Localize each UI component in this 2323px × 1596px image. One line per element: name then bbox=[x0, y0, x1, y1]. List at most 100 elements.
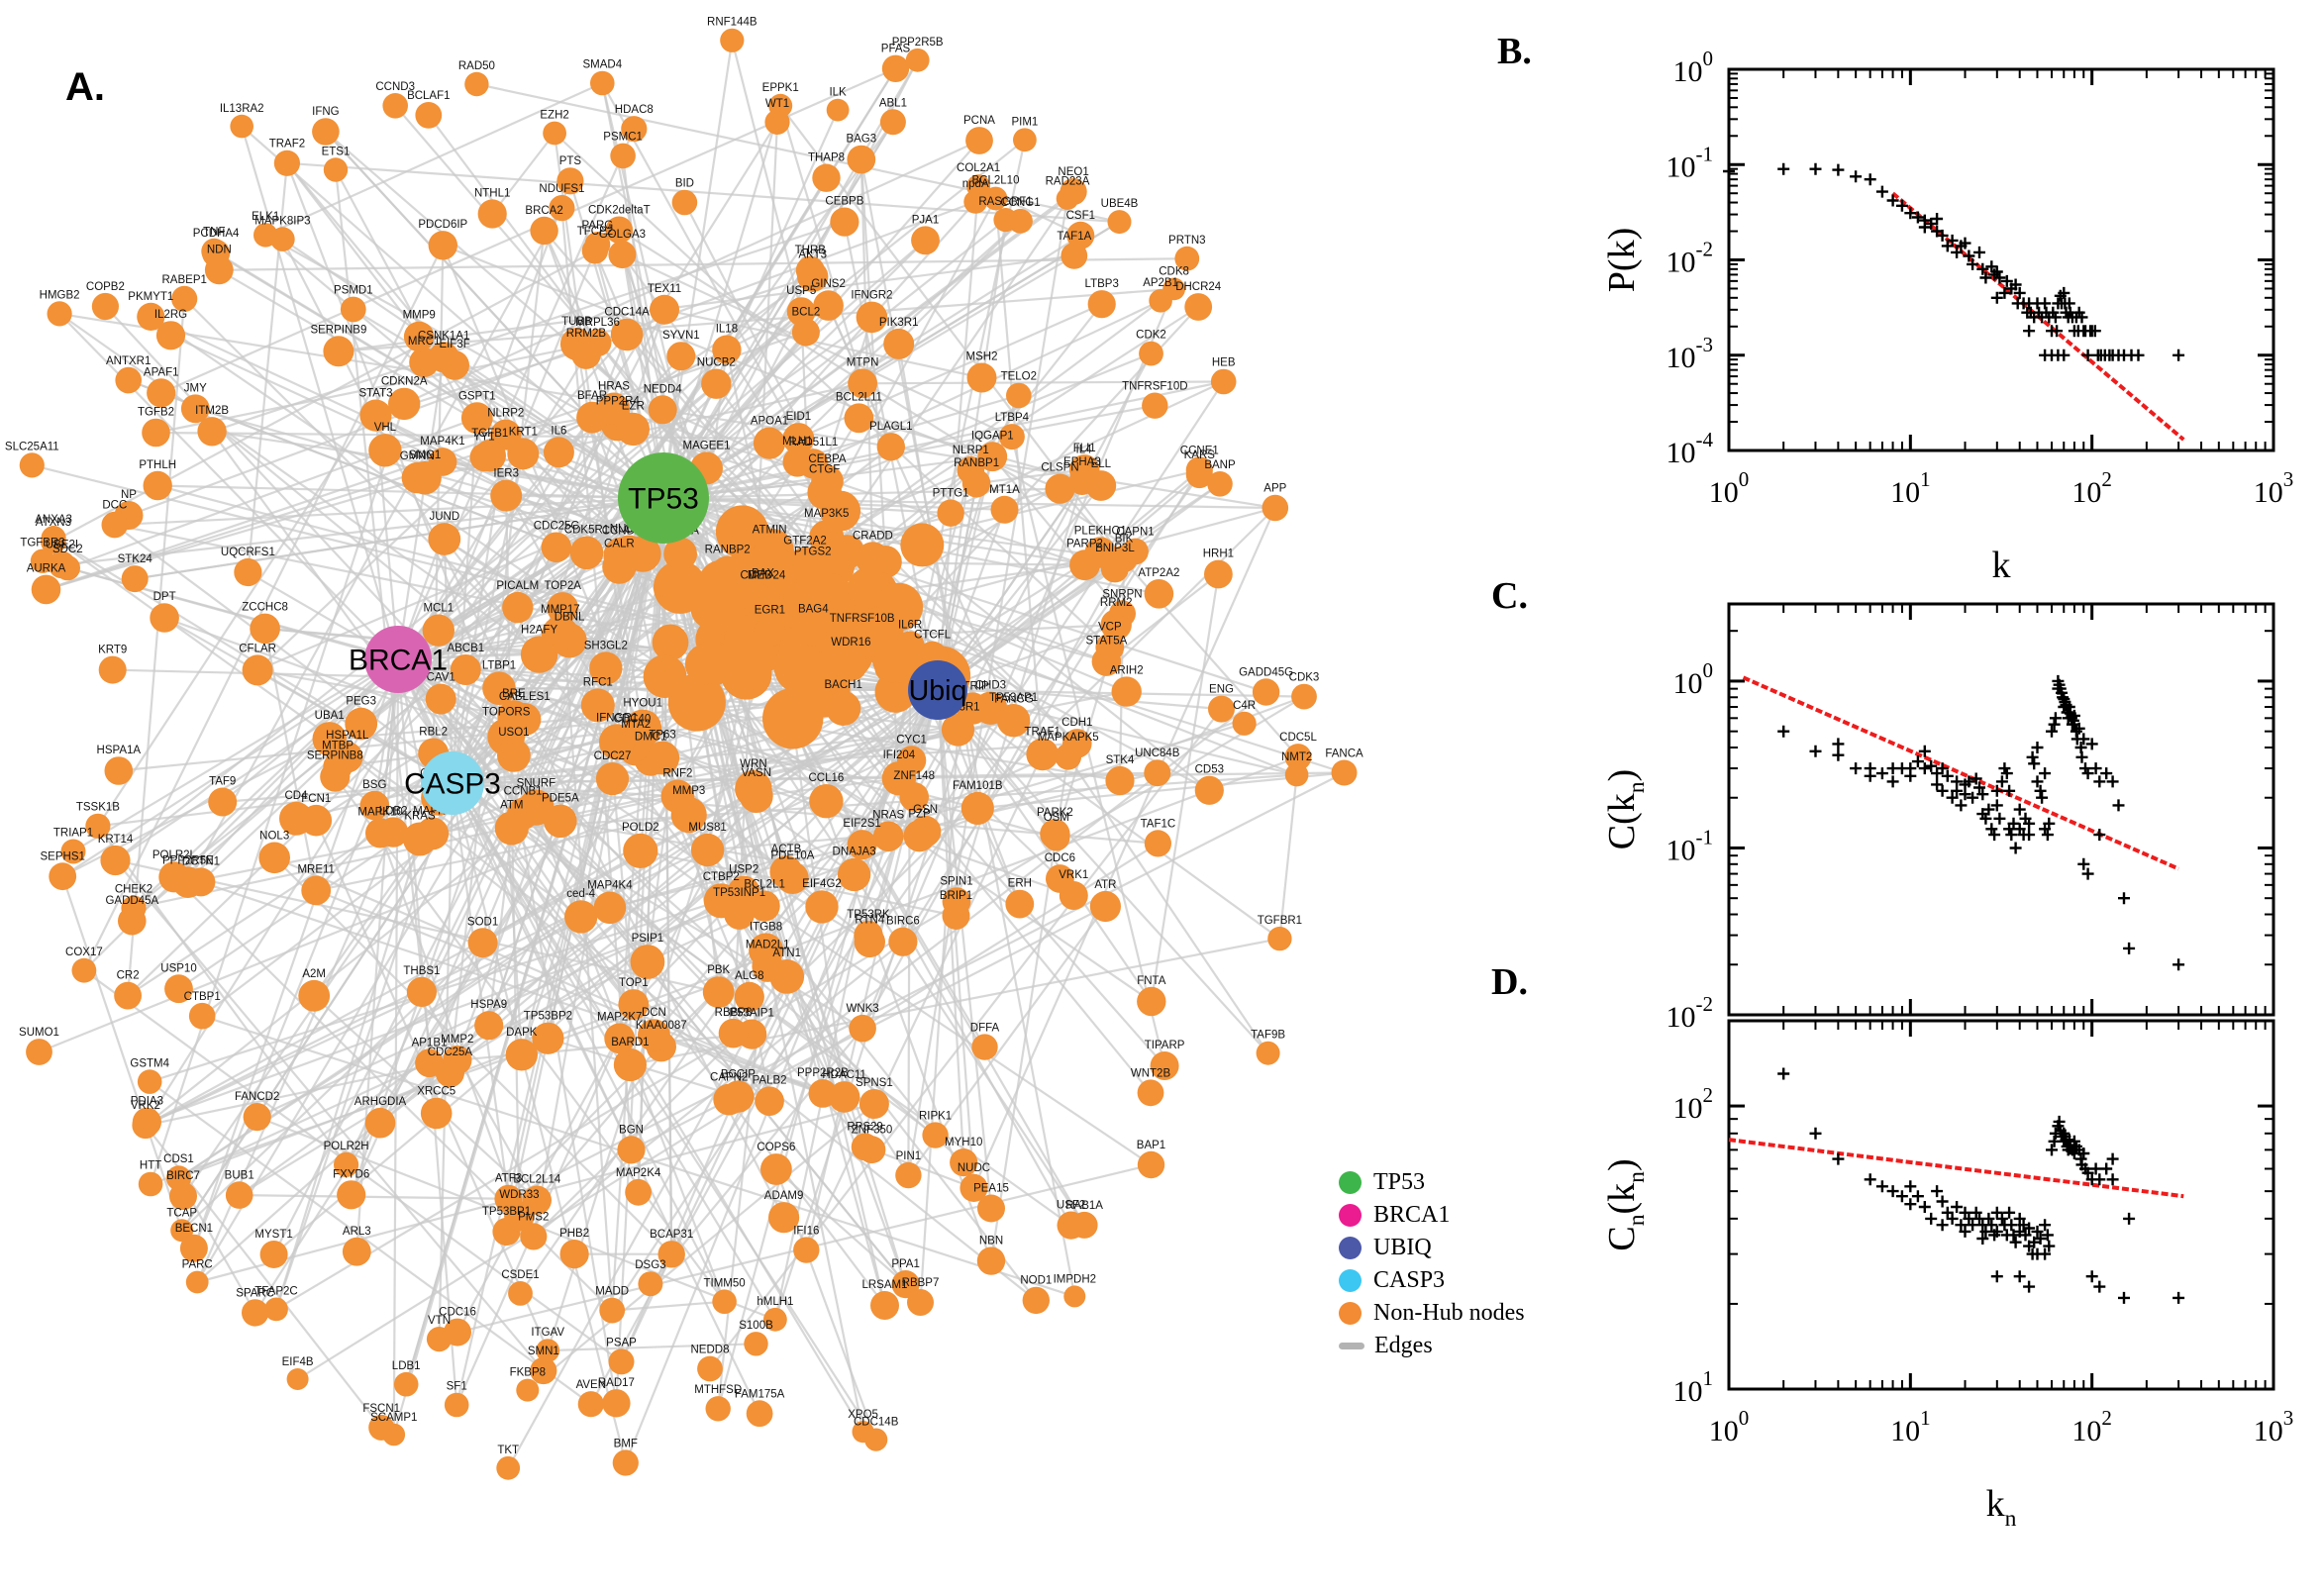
network-node-label: H2AFY bbox=[521, 624, 557, 636]
network-node-label: NRAS bbox=[872, 810, 904, 822]
network-node bbox=[506, 797, 540, 831]
network-node-label: TGFB2 bbox=[138, 407, 174, 419]
network-node-label: GINS2 bbox=[811, 278, 846, 290]
network-node bbox=[610, 318, 644, 351]
axis-tick-label: 100 bbox=[1709, 467, 1750, 509]
network-node-label: CCL16 bbox=[808, 772, 844, 784]
network-node-label: CDC14B bbox=[854, 1417, 899, 1429]
network-node bbox=[225, 1181, 253, 1209]
network-node-label: COL2A1 bbox=[957, 162, 1000, 174]
network-node-label: PPP2R4 bbox=[596, 395, 641, 407]
network-node bbox=[250, 613, 280, 645]
network-node bbox=[879, 109, 906, 136]
network-node-label: A2M bbox=[302, 968, 326, 980]
network-node bbox=[234, 557, 262, 587]
network-node bbox=[907, 1289, 934, 1316]
network-node-label: IFNG bbox=[312, 106, 340, 118]
network-node-label: BIRC6 bbox=[886, 916, 920, 928]
network-node-label: RBBP7 bbox=[902, 1277, 940, 1289]
network-node bbox=[259, 1241, 288, 1268]
network-node-label: MRE11 bbox=[297, 864, 335, 876]
network-node-label: LTBP3 bbox=[1085, 278, 1119, 290]
network-node-label: ALG8 bbox=[735, 970, 763, 982]
axis-tick-label: 102 bbox=[2071, 1406, 2112, 1447]
network-node-label: CEBPB bbox=[825, 196, 863, 208]
network-node-label: MAPK10 bbox=[357, 806, 402, 818]
network-node-label: MUS81 bbox=[688, 822, 726, 834]
network-node-label: AVEN bbox=[576, 1379, 606, 1391]
network-node bbox=[1256, 1041, 1280, 1065]
network-node-label: ABCB1 bbox=[447, 643, 484, 654]
network-node bbox=[941, 713, 975, 747]
network-edge bbox=[491, 132, 556, 215]
network-node-label: CTBP2 bbox=[703, 871, 740, 883]
network-node bbox=[1144, 759, 1171, 787]
legend-item-brca1: BRCA1 bbox=[1339, 1199, 1525, 1232]
network-node-label: NDUFS1 bbox=[539, 183, 584, 195]
axis-tick-label: 10-4 bbox=[1666, 428, 1714, 469]
network-node bbox=[599, 1297, 626, 1324]
network-node-label: CCNB1 bbox=[504, 786, 543, 798]
network-node-label: TP53AP1 bbox=[989, 692, 1038, 704]
network-node-label: VASN bbox=[742, 767, 771, 779]
network-node-label: TAF1A bbox=[1057, 231, 1091, 243]
network-node bbox=[605, 216, 634, 245]
plot-b: 100 101 102 103 100 10-1 10-2 10-3 10-4 k P(k) bbox=[1601, 47, 2293, 586]
network-node-label: LDB2 bbox=[379, 805, 408, 817]
casp3-node-icon bbox=[1339, 1269, 1362, 1292]
network-node bbox=[497, 739, 531, 772]
network-node bbox=[1122, 538, 1149, 565]
network-node bbox=[115, 366, 142, 394]
network-node bbox=[993, 208, 1018, 233]
network-node bbox=[895, 1161, 922, 1189]
network-node bbox=[618, 989, 650, 1020]
network-node bbox=[365, 818, 396, 848]
network-node-label: UBE2I bbox=[46, 540, 78, 551]
network-edge bbox=[624, 689, 940, 1463]
network-node bbox=[1207, 471, 1233, 497]
network-edge bbox=[482, 689, 939, 945]
network-node-label: EID1 bbox=[786, 411, 812, 423]
network-node-label: JMY bbox=[184, 382, 207, 394]
network-node-label: XRCC5 bbox=[417, 1086, 455, 1098]
network-node-label: CDH3 bbox=[741, 569, 771, 581]
network-node bbox=[460, 402, 493, 435]
network-node-label: PCNA bbox=[963, 115, 995, 127]
network-node bbox=[1137, 986, 1166, 1017]
network-node-label: UQCRFS1 bbox=[221, 547, 275, 558]
network-node-label: KRAS bbox=[404, 811, 436, 823]
network-node-label: TP63 bbox=[649, 730, 676, 742]
network-node bbox=[763, 1307, 787, 1332]
network-edge bbox=[379, 833, 521, 1217]
network-node-label: RPS29 bbox=[847, 1122, 882, 1134]
network-node-label: SOD1 bbox=[467, 916, 498, 928]
network-node-label: EGR1 bbox=[755, 604, 785, 616]
network-node bbox=[522, 1185, 552, 1215]
network-edge bbox=[937, 484, 1102, 691]
axis-tick-label: 101 bbox=[1890, 467, 1931, 509]
network-edge bbox=[622, 155, 665, 499]
network-node-label: GSN bbox=[913, 804, 938, 816]
network-node bbox=[826, 690, 861, 727]
network-node-label: PARK2 bbox=[1037, 807, 1073, 819]
network-node-label: BRE bbox=[502, 688, 526, 700]
network-node-label: PSMD1 bbox=[334, 285, 373, 297]
network-node-label: TOPORS bbox=[482, 706, 531, 718]
network-node-label: ATMIN bbox=[753, 525, 787, 537]
network-node-label: PHB2 bbox=[559, 1228, 589, 1240]
network-node bbox=[41, 529, 66, 554]
network-node-label: GSPT1 bbox=[458, 390, 496, 402]
network-node bbox=[1144, 579, 1174, 609]
network-node-label: ARL3 bbox=[343, 1226, 371, 1238]
network-edge bbox=[264, 81, 603, 237]
network-node-label: KRT9 bbox=[98, 645, 127, 656]
axis-tick-label: 103 bbox=[2254, 1406, 2294, 1447]
network-edge bbox=[452, 728, 959, 785]
network-node-label: TGFBR1 bbox=[1258, 915, 1302, 927]
network-node-label: PTS bbox=[559, 155, 582, 167]
network-node-label: EIF4G2 bbox=[802, 878, 842, 890]
network-node-label: FCN1 bbox=[301, 793, 331, 805]
axis-tick-label: 103 bbox=[2254, 467, 2294, 509]
network-node bbox=[1063, 1285, 1086, 1308]
